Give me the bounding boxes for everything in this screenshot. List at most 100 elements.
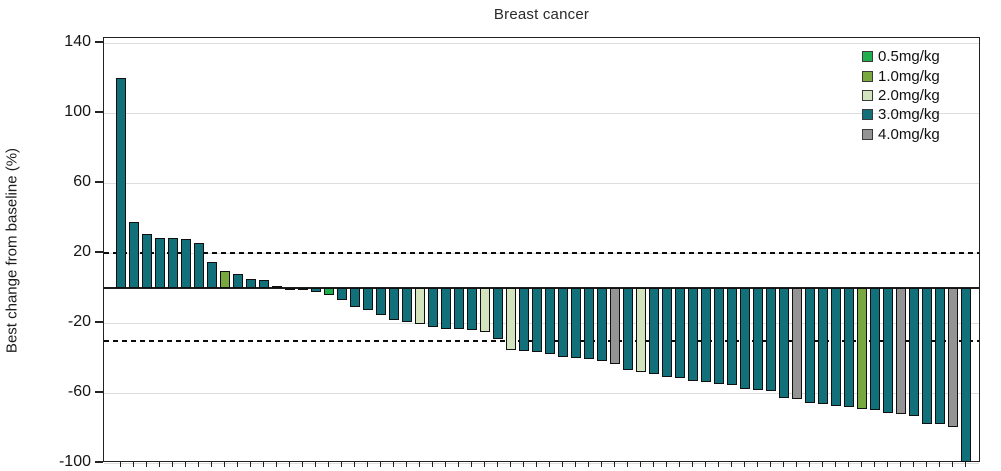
x-tick: [912, 462, 914, 467]
x-tick: [535, 462, 537, 467]
bar: [155, 237, 165, 289]
legend-swatch-icon: [862, 128, 873, 140]
bar: [870, 288, 880, 410]
y-tick-label: 60: [73, 173, 91, 191]
x-tick: [639, 462, 641, 467]
bar: [857, 288, 867, 409]
x-tick: [756, 462, 758, 467]
bar: [350, 288, 360, 307]
bar: [376, 288, 386, 316]
x-tick: [145, 462, 147, 467]
x-tick: [652, 462, 654, 467]
x-tick: [236, 462, 238, 467]
y-tick-label: 100: [64, 103, 91, 121]
x-tick: [210, 462, 212, 467]
bar: [558, 288, 568, 358]
bar: [467, 288, 477, 331]
legend-item: 2.0mg/kg: [862, 86, 940, 105]
bar: [961, 288, 971, 463]
x-tick: [262, 462, 264, 467]
bar: [948, 288, 958, 428]
bar: [480, 288, 490, 333]
x-tick: [223, 462, 225, 467]
legend-label: 0.5mg/kg: [878, 48, 940, 66]
bar: [571, 288, 581, 359]
x-tick: [353, 462, 355, 467]
bar: [298, 288, 308, 291]
bar: [779, 288, 789, 399]
bar: [441, 288, 451, 329]
y-tick-label: -20: [67, 313, 91, 331]
x-tick: [548, 462, 550, 467]
x-tick: [925, 462, 927, 467]
bar: [883, 288, 893, 414]
x-tick: [457, 462, 459, 467]
bar: [285, 287, 295, 290]
legend-label: 3.0mg/kg: [878, 106, 940, 124]
bar: [896, 288, 906, 415]
x-tick: [249, 462, 251, 467]
legend-item: 1.0mg/kg: [862, 66, 940, 85]
x-tick: [860, 462, 862, 467]
legend-item: 4.0mg/kg: [862, 125, 940, 144]
x-tick: [834, 462, 836, 467]
x-tick: [782, 462, 784, 467]
bar: [714, 288, 724, 385]
x-tick: [197, 462, 199, 467]
bar: [324, 288, 334, 296]
x-tick: [704, 462, 706, 467]
bar: [363, 288, 373, 311]
bar: [675, 288, 685, 379]
y-tick: [95, 251, 103, 254]
bar: [402, 288, 412, 323]
bar: [805, 288, 815, 403]
gridline: [104, 113, 979, 115]
bar: [311, 288, 321, 292]
bar: [181, 239, 191, 289]
bar: [194, 242, 204, 289]
bar: [454, 288, 464, 330]
y-tick-label: 140: [64, 33, 91, 51]
x-tick: [301, 462, 303, 467]
bar: [246, 278, 256, 289]
bar: [662, 288, 672, 378]
bar: [207, 262, 217, 289]
bar: [519, 288, 529, 352]
x-tick: [821, 462, 823, 467]
bar: [220, 270, 230, 289]
gridline: [104, 183, 979, 185]
bar: [766, 288, 776, 391]
x-tick: [444, 462, 446, 467]
legend-swatch-icon: [862, 70, 873, 82]
plot-area: [103, 37, 980, 465]
legend-swatch-icon: [862, 51, 873, 63]
x-tick: [951, 462, 953, 467]
x-tick: [769, 462, 771, 467]
x-tick: [873, 462, 875, 467]
x-tick: [574, 462, 576, 467]
bar: [753, 288, 763, 390]
bar: [623, 288, 633, 371]
x-tick: [431, 462, 433, 467]
y-tick: [95, 111, 103, 114]
y-tick: [95, 181, 103, 184]
legend-item: 0.5mg/kg: [862, 47, 940, 66]
bar: [584, 288, 594, 360]
bar: [649, 288, 659, 374]
x-tick: [717, 462, 719, 467]
x-tick: [522, 462, 524, 467]
x-tick: [847, 462, 849, 467]
x-tick: [730, 462, 732, 467]
x-tick: [405, 462, 407, 467]
x-tick: [899, 462, 901, 467]
y-tick-label: -60: [67, 383, 91, 401]
x-tick: [795, 462, 797, 467]
x-tick: [626, 462, 628, 467]
x-tick: [665, 462, 667, 467]
bar: [818, 288, 828, 404]
legend-swatch-icon: [862, 89, 873, 101]
chart-title: Breast cancer: [493, 6, 590, 23]
bar: [831, 288, 841, 407]
x-tick: [938, 462, 940, 467]
